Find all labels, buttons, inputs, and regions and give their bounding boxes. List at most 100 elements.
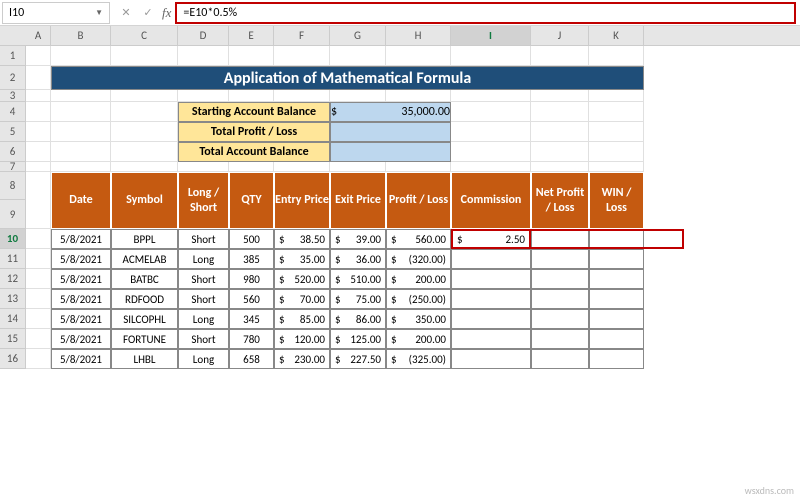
- cell[interactable]: [111, 46, 178, 66]
- table-cell[interactable]: SILCOPHL: [111, 309, 178, 329]
- cell[interactable]: [330, 90, 386, 102]
- cell[interactable]: [451, 142, 531, 162]
- column-header-B[interactable]: B: [51, 26, 111, 45]
- table-cell[interactable]: [589, 249, 644, 269]
- row-header-3[interactable]: 3: [0, 90, 26, 102]
- table-cell[interactable]: 5/8/2021: [51, 329, 111, 349]
- table-cell[interactable]: $120.00: [274, 329, 330, 349]
- row-header-15[interactable]: 15: [0, 329, 26, 349]
- row-header-2[interactable]: 2: [0, 66, 26, 90]
- table-cell[interactable]: Short: [178, 329, 229, 349]
- table-cell[interactable]: Long: [178, 249, 229, 269]
- table-cell[interactable]: Long: [178, 349, 229, 369]
- table-cell[interactable]: [589, 229, 644, 249]
- table-cell[interactable]: $520.00: [274, 269, 330, 289]
- table-cell[interactable]: $125.00: [330, 329, 386, 349]
- config-value[interactable]: [330, 142, 451, 162]
- table-cell[interactable]: ACMELAB: [111, 249, 178, 269]
- table-cell[interactable]: $227.50: [330, 349, 386, 369]
- table-cell[interactable]: FORTUNE: [111, 329, 178, 349]
- row-header-6[interactable]: 6: [0, 142, 26, 162]
- cell[interactable]: [386, 46, 451, 66]
- column-header-K[interactable]: K: [589, 26, 644, 45]
- table-cell[interactable]: $36.00: [330, 249, 386, 269]
- table-cell[interactable]: 345: [229, 309, 274, 329]
- cell[interactable]: [111, 162, 178, 172]
- config-value[interactable]: $35,000.00: [330, 102, 451, 122]
- column-header-H[interactable]: H: [386, 26, 451, 45]
- table-cell[interactable]: $85.00: [274, 309, 330, 329]
- cell[interactable]: [451, 90, 531, 102]
- name-box[interactable]: I10 ▼: [2, 2, 110, 24]
- cell[interactable]: [589, 162, 644, 172]
- table-cell[interactable]: [531, 229, 589, 249]
- cell[interactable]: [26, 162, 51, 172]
- table-cell[interactable]: RDFOOD: [111, 289, 178, 309]
- table-cell[interactable]: Short: [178, 229, 229, 249]
- table-cell[interactable]: $35.00: [274, 249, 330, 269]
- cell[interactable]: [274, 90, 330, 102]
- table-cell[interactable]: $75.00: [330, 289, 386, 309]
- cell[interactable]: [589, 142, 644, 162]
- table-cell[interactable]: 5/8/2021: [51, 309, 111, 329]
- table-cell[interactable]: [589, 349, 644, 369]
- row-header-10[interactable]: 10: [0, 229, 26, 249]
- row-header-13[interactable]: 13: [0, 289, 26, 309]
- table-cell[interactable]: $38.50: [274, 229, 330, 249]
- spreadsheet-grid[interactable]: 12Application of Mathematical Formula34S…: [0, 46, 800, 369]
- table-cell[interactable]: [531, 249, 589, 269]
- cell[interactable]: [111, 90, 178, 102]
- cell[interactable]: [531, 162, 589, 172]
- table-cell[interactable]: [531, 309, 589, 329]
- row-header-1[interactable]: 1: [0, 46, 26, 66]
- table-cell[interactable]: $350.00: [386, 309, 451, 329]
- table-cell[interactable]: 500: [229, 229, 274, 249]
- cell[interactable]: [451, 46, 531, 66]
- table-cell[interactable]: Short: [178, 269, 229, 289]
- table-cell[interactable]: $2.50: [451, 229, 531, 249]
- cell[interactable]: [451, 162, 531, 172]
- cell[interactable]: [229, 162, 274, 172]
- cell[interactable]: [589, 122, 644, 142]
- cell[interactable]: [51, 90, 111, 102]
- cell[interactable]: [51, 142, 111, 162]
- cancel-icon[interactable]: ✕: [116, 3, 136, 23]
- cell[interactable]: [386, 162, 451, 172]
- check-icon[interactable]: ✓: [138, 3, 158, 23]
- cell[interactable]: [26, 46, 51, 66]
- table-cell[interactable]: [451, 269, 531, 289]
- cell[interactable]: [51, 46, 111, 66]
- column-header-I[interactable]: I: [451, 26, 531, 45]
- column-header-G[interactable]: G: [330, 26, 386, 45]
- column-header-D[interactable]: D: [178, 26, 229, 45]
- cell[interactable]: [451, 102, 531, 122]
- row-header-5[interactable]: 5: [0, 122, 26, 142]
- table-cell[interactable]: [589, 309, 644, 329]
- cell[interactable]: [51, 162, 111, 172]
- row-header-8[interactable]: 8: [0, 172, 26, 200]
- table-cell[interactable]: Short: [178, 289, 229, 309]
- cell[interactable]: [531, 102, 589, 122]
- table-cell[interactable]: 385: [229, 249, 274, 269]
- cell[interactable]: [51, 102, 111, 122]
- table-cell[interactable]: 5/8/2021: [51, 349, 111, 369]
- cell[interactable]: [111, 122, 178, 142]
- cell[interactable]: [330, 162, 386, 172]
- cell[interactable]: [531, 142, 589, 162]
- table-cell[interactable]: $39.00: [330, 229, 386, 249]
- row-header-11[interactable]: 11: [0, 249, 26, 269]
- table-cell[interactable]: [589, 329, 644, 349]
- column-header-F[interactable]: F: [274, 26, 330, 45]
- table-cell[interactable]: $(325.00): [386, 349, 451, 369]
- cell[interactable]: [178, 46, 229, 66]
- table-cell[interactable]: $86.00: [330, 309, 386, 329]
- cell[interactable]: [451, 122, 531, 142]
- table-cell[interactable]: $510.00: [330, 269, 386, 289]
- cell[interactable]: [178, 90, 229, 102]
- table-cell[interactable]: 780: [229, 329, 274, 349]
- table-cell[interactable]: $(250.00): [386, 289, 451, 309]
- cell[interactable]: [589, 102, 644, 122]
- table-cell[interactable]: 5/8/2021: [51, 289, 111, 309]
- table-cell[interactable]: Long: [178, 309, 229, 329]
- row-header-16[interactable]: 16: [0, 349, 26, 369]
